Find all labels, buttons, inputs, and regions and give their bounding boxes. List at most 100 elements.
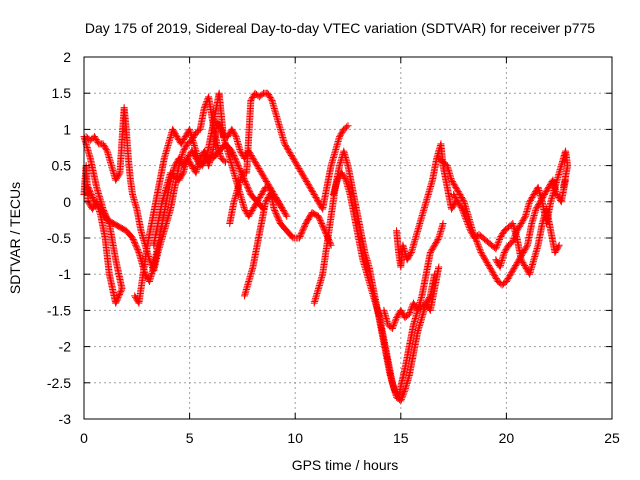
data-point: [405, 253, 413, 261]
data-point: [272, 209, 280, 217]
data-point: [242, 180, 250, 188]
y-tick-label: 0.5: [52, 158, 72, 174]
data-point: [241, 205, 249, 213]
data-point: [485, 262, 493, 270]
data-point: [242, 179, 250, 187]
data-point: [462, 214, 470, 222]
data-point: [462, 216, 470, 224]
data-point: [232, 156, 240, 164]
data-point: [526, 196, 534, 204]
data-point: [428, 246, 436, 254]
data-point: [297, 167, 305, 175]
data-point: [265, 92, 273, 100]
data-point: [228, 149, 236, 157]
data-point: [303, 178, 311, 186]
data-point: [298, 170, 306, 178]
data-point: [176, 156, 184, 164]
data-point: [400, 389, 408, 397]
data-point: [299, 227, 307, 235]
data-point: [317, 218, 325, 226]
data-point: [200, 104, 208, 112]
data-point: [257, 169, 265, 177]
data-point: [295, 164, 303, 172]
data-point: [391, 318, 399, 326]
data-point: [231, 131, 239, 139]
data-point: [245, 186, 253, 194]
data-point: [303, 179, 311, 187]
data-point: [273, 212, 281, 220]
data-point: [116, 289, 124, 297]
data-point: [509, 266, 517, 274]
data-point: [334, 175, 342, 183]
data-point: [522, 264, 530, 272]
data-point: [480, 254, 488, 262]
data-point: [87, 189, 95, 197]
data-point: [397, 306, 405, 314]
data-point: [482, 257, 490, 265]
data-point: [333, 176, 341, 184]
data-point: [288, 153, 296, 161]
data-point: [279, 205, 287, 213]
data-point: [512, 230, 520, 238]
data-point: [175, 154, 183, 162]
data-point: [477, 248, 485, 256]
data-point: [271, 192, 279, 200]
data-point: [491, 272, 499, 280]
data-point: [181, 133, 189, 141]
data-point: [391, 317, 399, 325]
data-point: [315, 214, 323, 222]
data-point: [236, 147, 244, 155]
data-point: [233, 159, 241, 167]
data-point: [215, 121, 223, 129]
data-point: [507, 270, 515, 278]
data-point: [319, 222, 327, 230]
data-point: [266, 94, 274, 102]
data-point: [399, 391, 407, 399]
data-point: [174, 134, 182, 142]
data-point: [259, 172, 267, 180]
data-point: [273, 195, 281, 203]
x-tick-label: 15: [393, 430, 409, 446]
data-point: [271, 206, 279, 214]
data-point: [113, 173, 121, 181]
y-tick-label: -2.5: [47, 375, 71, 391]
data-point: [100, 141, 108, 149]
data-point: [232, 157, 240, 165]
data-point: [404, 254, 412, 262]
data-point: [505, 273, 513, 281]
data-point: [473, 239, 481, 247]
data-point: [249, 94, 257, 102]
data-point: [461, 213, 469, 221]
data-point: [265, 182, 273, 190]
data-point: [115, 170, 123, 178]
data-point: [497, 233, 505, 241]
data-point: [447, 176, 455, 184]
data-point: [409, 299, 417, 307]
data-point: [299, 172, 307, 180]
data-point: [129, 234, 137, 242]
data-point: [297, 230, 305, 238]
data-point: [198, 162, 206, 170]
y-tick-label: -1.5: [47, 302, 71, 318]
data-point: [459, 196, 467, 204]
data-point: [182, 143, 190, 151]
data-point: [454, 188, 462, 196]
data-point: [518, 218, 526, 226]
data-point: [503, 276, 511, 284]
data-point: [398, 308, 406, 316]
data-point: [249, 205, 257, 213]
data-point: [425, 295, 433, 303]
data-point: [255, 164, 263, 172]
y-tick-label: -1: [59, 266, 72, 282]
data-point: [275, 215, 283, 223]
data-point: [256, 166, 264, 174]
data-point: [476, 247, 484, 255]
data-point: [456, 202, 464, 210]
chart-title: Day 175 of 2019, Sidereal Day-to-day VTE…: [85, 20, 595, 36]
data-point: [267, 95, 275, 103]
data-point: [171, 130, 179, 138]
data-point: [278, 204, 286, 212]
data-point: [338, 128, 346, 136]
data-point: [270, 205, 278, 213]
data-point: [216, 124, 224, 132]
